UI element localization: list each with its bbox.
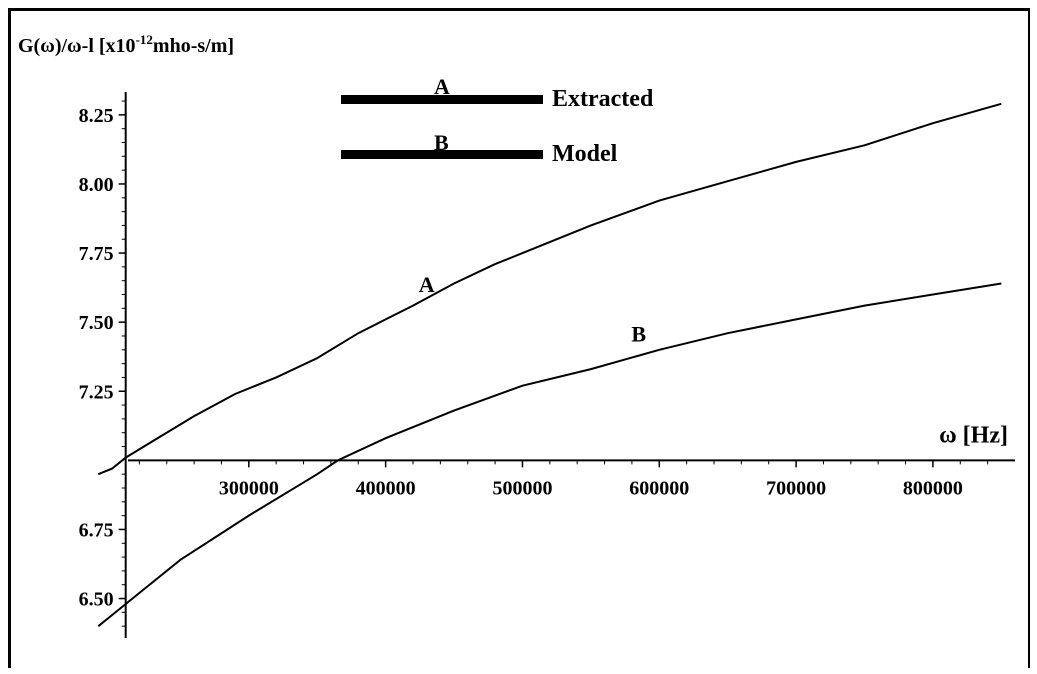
- legend-key-model: B: [434, 130, 449, 155]
- y-axis-label-exponent: -12: [136, 32, 153, 47]
- y-tick-label: 7.75: [79, 243, 114, 265]
- legend: A Extracted B Model: [341, 74, 654, 167]
- x-tick-label: 500000: [492, 477, 552, 499]
- y-tick-label: 8.25: [79, 105, 114, 127]
- series-line-model: [97, 282, 1002, 627]
- legend-line-extracted: [341, 95, 543, 104]
- series-line-extracted: [97, 102, 1002, 476]
- x-tick-label: 400000: [356, 477, 416, 499]
- curve-label-b: B: [631, 322, 646, 347]
- legend-key-extracted: A: [434, 74, 450, 99]
- x-tick-label: 800000: [903, 477, 963, 499]
- legend-label-model: Model: [552, 141, 618, 167]
- y-axis-label-tail: mho-s/m]: [153, 35, 234, 57]
- y-tick-label: 7.25: [79, 381, 114, 403]
- y-axis-label: G(ω)/ω-l [x10-12mho-s/m]: [18, 32, 234, 57]
- y-axis-label-main: G(ω)/ω-l [x10: [18, 35, 136, 57]
- chart-frame: [8, 8, 1030, 668]
- y-tick-label: 8.00: [79, 174, 114, 196]
- y-tick-label: 7.50: [79, 312, 114, 334]
- x-tick-label: 300000: [219, 477, 279, 499]
- y-tick-label: 6.50: [79, 589, 114, 611]
- x-tick-label: 600000: [629, 477, 689, 499]
- curve-label-a: A: [419, 272, 435, 297]
- y-tick-label: 6.75: [79, 519, 114, 541]
- legend-line-model: [341, 150, 543, 159]
- x-axis-label: ω [Hz]: [939, 422, 1008, 448]
- x-tick-label: 700000: [766, 477, 826, 499]
- legend-label-extracted: Extracted: [552, 86, 654, 112]
